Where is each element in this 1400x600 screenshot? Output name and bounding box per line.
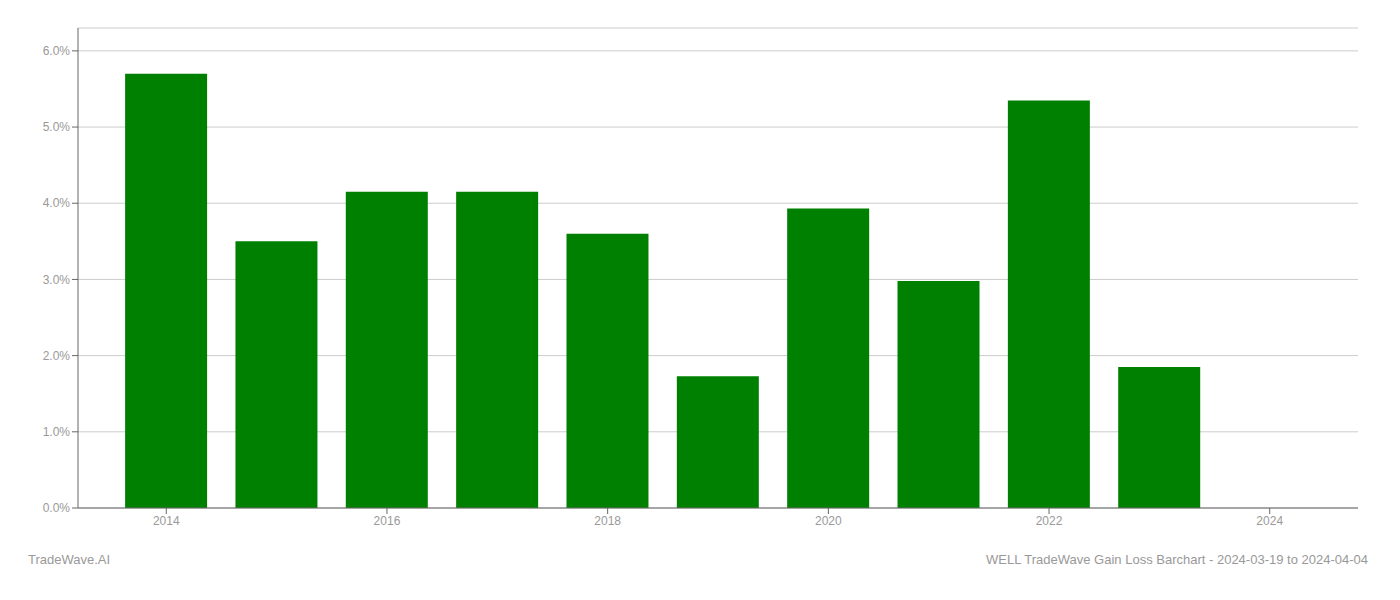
svg-text:2024: 2024 xyxy=(1256,514,1283,528)
svg-text:1.0%: 1.0% xyxy=(43,425,71,439)
svg-text:0.0%: 0.0% xyxy=(43,501,71,515)
html-text:WELL TradeWave Gain Loss Barch: WELL TradeWave Gain Loss Barchart - 2024… xyxy=(986,552,1368,567)
svg-text:2014: 2014 xyxy=(153,514,180,528)
svg-text:2022: 2022 xyxy=(1036,514,1063,528)
svg-text:2020: 2020 xyxy=(815,514,842,528)
svg-text:2.0%: 2.0% xyxy=(43,349,71,363)
html-text:TradeWave.AI: TradeWave.AI xyxy=(28,552,111,567)
svg-text:6.0%: 6.0% xyxy=(43,44,71,58)
svg-text:5.0%: 5.0% xyxy=(43,120,71,134)
svg-text:2016: 2016 xyxy=(374,514,401,528)
svg-text:3.0%: 3.0% xyxy=(43,273,71,287)
svg-text:2018: 2018 xyxy=(594,514,621,528)
svg-text:4.0%: 4.0% xyxy=(43,196,71,210)
